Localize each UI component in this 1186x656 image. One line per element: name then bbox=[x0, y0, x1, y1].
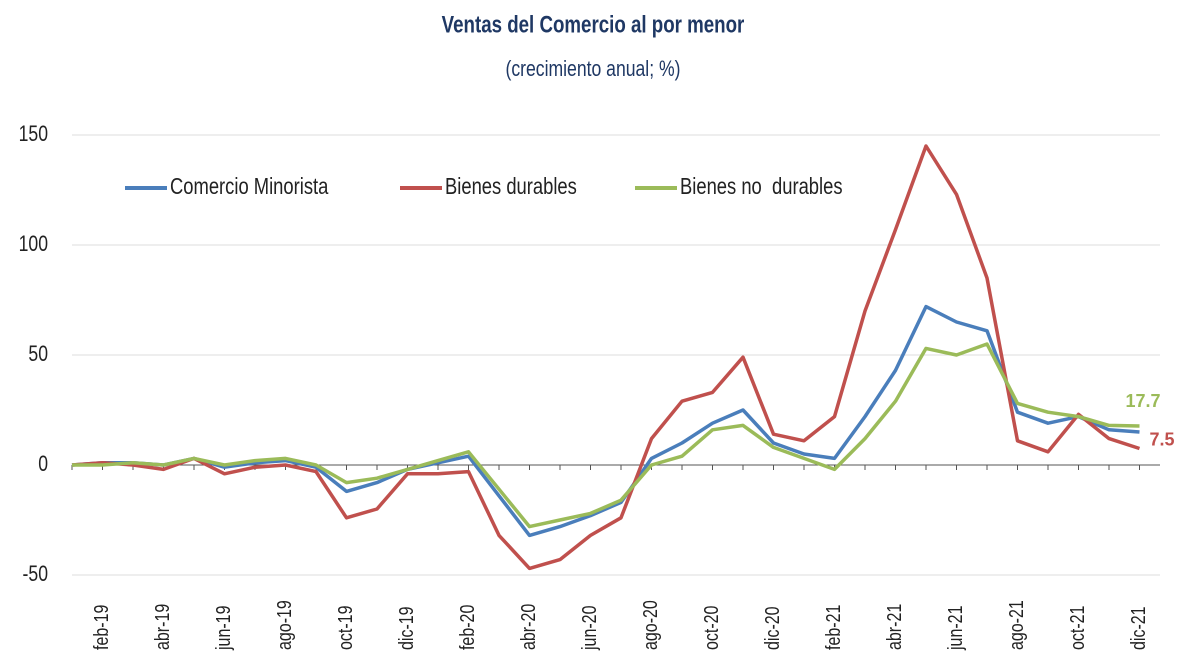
x-tick-label: oct-20 bbox=[700, 606, 722, 650]
x-tick-label: ago-19 bbox=[273, 600, 295, 650]
x-tick-label: feb-21 bbox=[822, 605, 844, 650]
series-line bbox=[71, 304, 1140, 538]
x-tick-label: abr-20 bbox=[517, 604, 539, 650]
x-tick-label: oct-21 bbox=[1066, 606, 1088, 650]
x-tick-label: jun-20 bbox=[578, 606, 600, 651]
y-tick-label: -50 bbox=[23, 562, 48, 586]
series-line bbox=[72, 342, 1140, 529]
data-label: 7.5 bbox=[1150, 429, 1175, 449]
x-tick-label: dic-20 bbox=[761, 606, 783, 650]
y-tick-label: 100 bbox=[19, 232, 48, 256]
chart-subtitle: (crecimiento anual; %) bbox=[506, 57, 681, 81]
x-tick-label: dic-19 bbox=[395, 606, 417, 650]
y-tick-label: 0 bbox=[38, 452, 48, 476]
x-tick-label: abr-19 bbox=[151, 604, 173, 650]
x-tick-label: ago-20 bbox=[639, 600, 661, 650]
data-label: 17.7 bbox=[1126, 391, 1161, 411]
legend-label: Bienes no durables bbox=[680, 174, 843, 199]
x-tick-label: feb-20 bbox=[456, 605, 478, 650]
x-tick-label: feb-19 bbox=[90, 605, 112, 650]
series-line bbox=[71, 144, 1141, 571]
legend-label: Comercio Minorista bbox=[170, 174, 329, 199]
chart-title: Ventas del Comercio al por menor bbox=[442, 11, 745, 38]
y-tick-label: 50 bbox=[28, 342, 48, 366]
x-tick-label: jun-19 bbox=[212, 606, 234, 651]
y-tick-label: 150 bbox=[19, 122, 48, 146]
x-tick-label: abr-21 bbox=[883, 604, 905, 650]
x-tick-label: oct-19 bbox=[334, 606, 356, 650]
x-tick-label: dic-21 bbox=[1127, 606, 1149, 650]
x-tick-label: ago-21 bbox=[1005, 600, 1027, 650]
x-tick-label: jun-21 bbox=[944, 606, 966, 651]
legend-label: Bienes durables bbox=[445, 174, 577, 199]
